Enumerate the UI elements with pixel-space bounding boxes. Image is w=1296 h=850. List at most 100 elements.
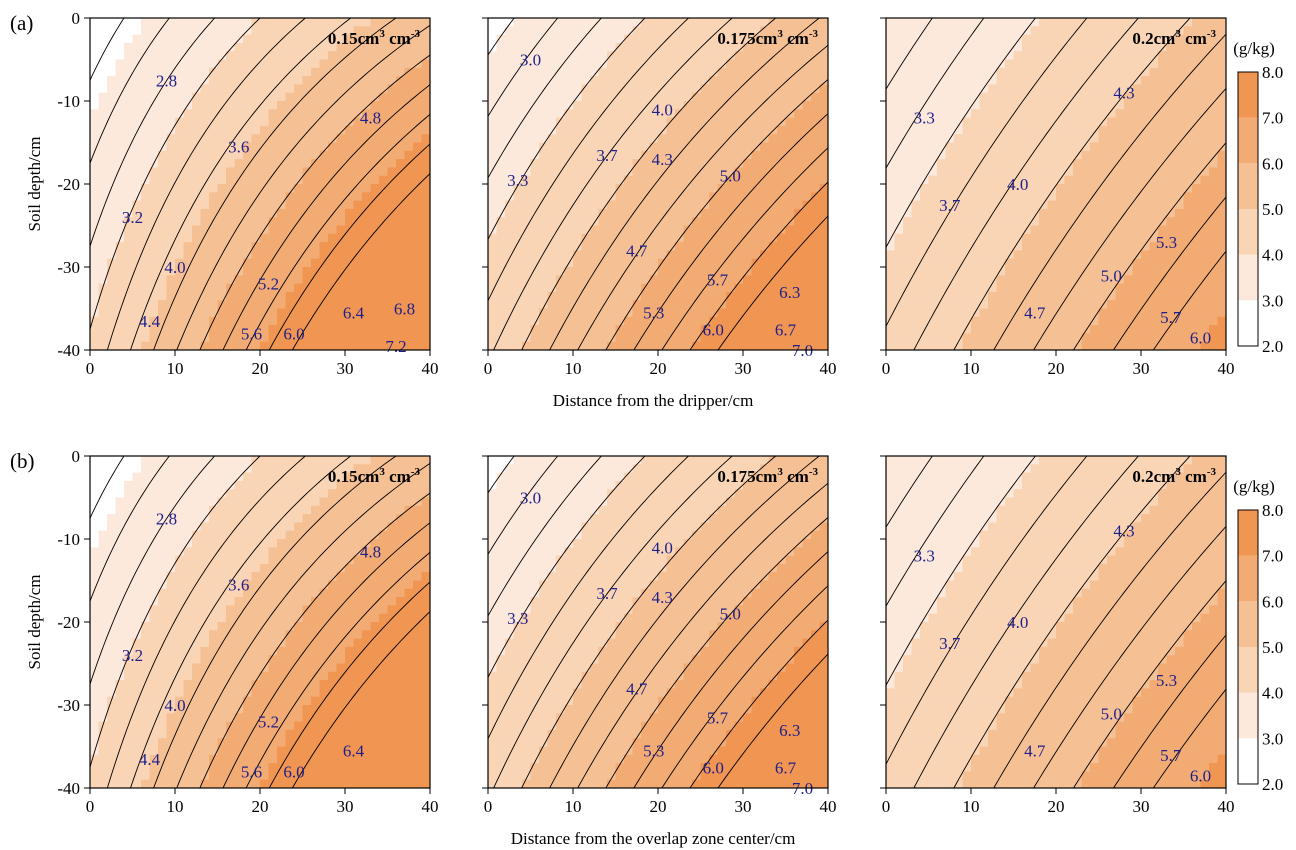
panel-title: 0.15cm3 cm-3 <box>328 466 421 486</box>
contour-line <box>245 551 430 788</box>
contour-label: 5.3 <box>1156 671 1177 690</box>
colorbar-band <box>1238 692 1258 739</box>
contour-label: 6.3 <box>779 721 800 740</box>
contour-label: 4.7 <box>1024 742 1046 761</box>
contour-line <box>993 33 1226 350</box>
contour-label: 4.7 <box>1024 304 1046 323</box>
contour-panel: 2.8 3.6 4.8 3.2 4.0 5.2 4.4 5.6 6.0 6.4 0.15cm3 cm… <box>57 447 438 816</box>
contour-line <box>521 18 776 350</box>
contour-label: 4.3 <box>1113 522 1134 541</box>
contour-line <box>488 456 559 556</box>
contour-line <box>176 24 430 350</box>
contour-line <box>493 456 733 788</box>
contour-label: 3.7 <box>939 196 961 215</box>
contour-panel: 2.8 3.6 4.8 3.2 4.0 5.2 4.4 5.6 6.0 6.4 6.8 7.2 0.15… <box>57 9 439 378</box>
contour-line <box>717 653 828 788</box>
colorbar-band <box>1238 510 1258 556</box>
filled-contours <box>488 18 828 350</box>
y-tick-label: -20 <box>57 175 80 194</box>
contour-line <box>886 456 933 529</box>
contour-label: 4.0 <box>164 258 185 277</box>
contour-line <box>488 456 689 740</box>
contour-label: 6.7 <box>775 320 797 339</box>
contour-line <box>886 456 1036 687</box>
contour-label: 4.3 <box>652 588 673 607</box>
colorbar-tick-label: 2.0 <box>1262 337 1283 356</box>
x-tick-label: 40 <box>820 359 837 378</box>
panel-row-label: (b) <box>10 449 35 473</box>
contour-label: 3.3 <box>507 171 528 190</box>
filled-contours <box>90 456 430 788</box>
colorbar-band <box>1238 72 1258 118</box>
contour-line <box>886 456 985 608</box>
contour-line <box>291 173 430 350</box>
contour-line <box>90 456 216 686</box>
contour-line <box>661 585 828 788</box>
x-tick-label: 10 <box>963 359 980 378</box>
x-tick-label: 0 <box>484 359 493 378</box>
y-tick-label: 0 <box>72 447 81 466</box>
contour-line <box>90 456 170 603</box>
x-tick-label: 40 <box>1218 797 1235 816</box>
contour-line <box>1152 250 1226 350</box>
colorbar-tick-label: 4.0 <box>1262 684 1283 703</box>
contour-label: 5.0 <box>720 167 741 186</box>
contour-line <box>488 456 646 679</box>
colorbar-unit: (g/kg) <box>1233 477 1275 496</box>
panel-title: 0.175cm3 cm-3 <box>717 466 818 486</box>
x-tick-label: 10 <box>565 359 582 378</box>
panel-title: 0.15cm3 cm-3 <box>328 28 421 48</box>
contour-line <box>1033 525 1226 788</box>
x-tick-label: 20 <box>1048 359 1065 378</box>
y-tick-label: -10 <box>57 530 80 549</box>
contour-label: 4.3 <box>652 150 673 169</box>
contour-line <box>90 18 261 331</box>
contour-label: 4.3 <box>1113 84 1134 103</box>
x-tick-label: 20 <box>252 797 269 816</box>
colorbar-tick-label: 6.0 <box>1262 154 1283 173</box>
contour-line <box>176 462 430 788</box>
contour-line <box>199 492 430 788</box>
x-tick-label: 40 <box>422 359 439 378</box>
contour-label: 6.4 <box>343 742 365 761</box>
contour-line <box>1073 141 1226 350</box>
x-axis-title: Distance from the overlap zone center/cm <box>511 829 796 848</box>
colorbar-tick-label: 8.0 <box>1262 501 1283 520</box>
x-tick-label: 30 <box>337 797 354 816</box>
contour-label: 5.7 <box>1160 308 1182 327</box>
colorbar-frame <box>1237 71 1259 347</box>
x-tick-label: 0 <box>882 797 891 816</box>
x-tick-label: 0 <box>86 359 95 378</box>
contour-line <box>222 84 430 350</box>
contour-label: 5.6 <box>241 762 262 781</box>
x-tick-label: 0 <box>484 797 493 816</box>
contour-line <box>1152 688 1226 788</box>
contour-label: 3.2 <box>122 646 143 665</box>
colorbar-tick-label: 7.0 <box>1262 109 1283 128</box>
x-tick-label: 40 <box>1218 359 1235 378</box>
contour-line <box>886 18 1036 249</box>
contour-line <box>493 18 733 350</box>
contour-label: 6.3 <box>779 283 800 302</box>
contour-label: 6.0 <box>283 324 304 343</box>
contour-line <box>268 581 430 788</box>
contour-label: 5.0 <box>1101 266 1122 285</box>
x-tick-label: 20 <box>650 359 667 378</box>
contour-line <box>689 619 828 788</box>
y-tick-label: -40 <box>57 341 80 360</box>
contour-lines <box>488 18 828 350</box>
x-tick-label: 20 <box>252 359 269 378</box>
contour-line <box>153 18 397 350</box>
y-tick-label: -30 <box>57 258 80 277</box>
contour-label: 3.3 <box>507 609 528 628</box>
contour-lines <box>488 456 828 788</box>
y-tick-label: -10 <box>57 92 80 111</box>
contour-label: 4.0 <box>652 538 673 557</box>
contour-line <box>90 456 125 520</box>
contour-lines <box>886 18 1226 350</box>
contour-line <box>90 456 261 769</box>
contour-line <box>222 522 430 788</box>
contour-line <box>488 18 559 118</box>
x-tick-label: 20 <box>1048 797 1065 816</box>
y-tick-label: 0 <box>72 9 81 28</box>
